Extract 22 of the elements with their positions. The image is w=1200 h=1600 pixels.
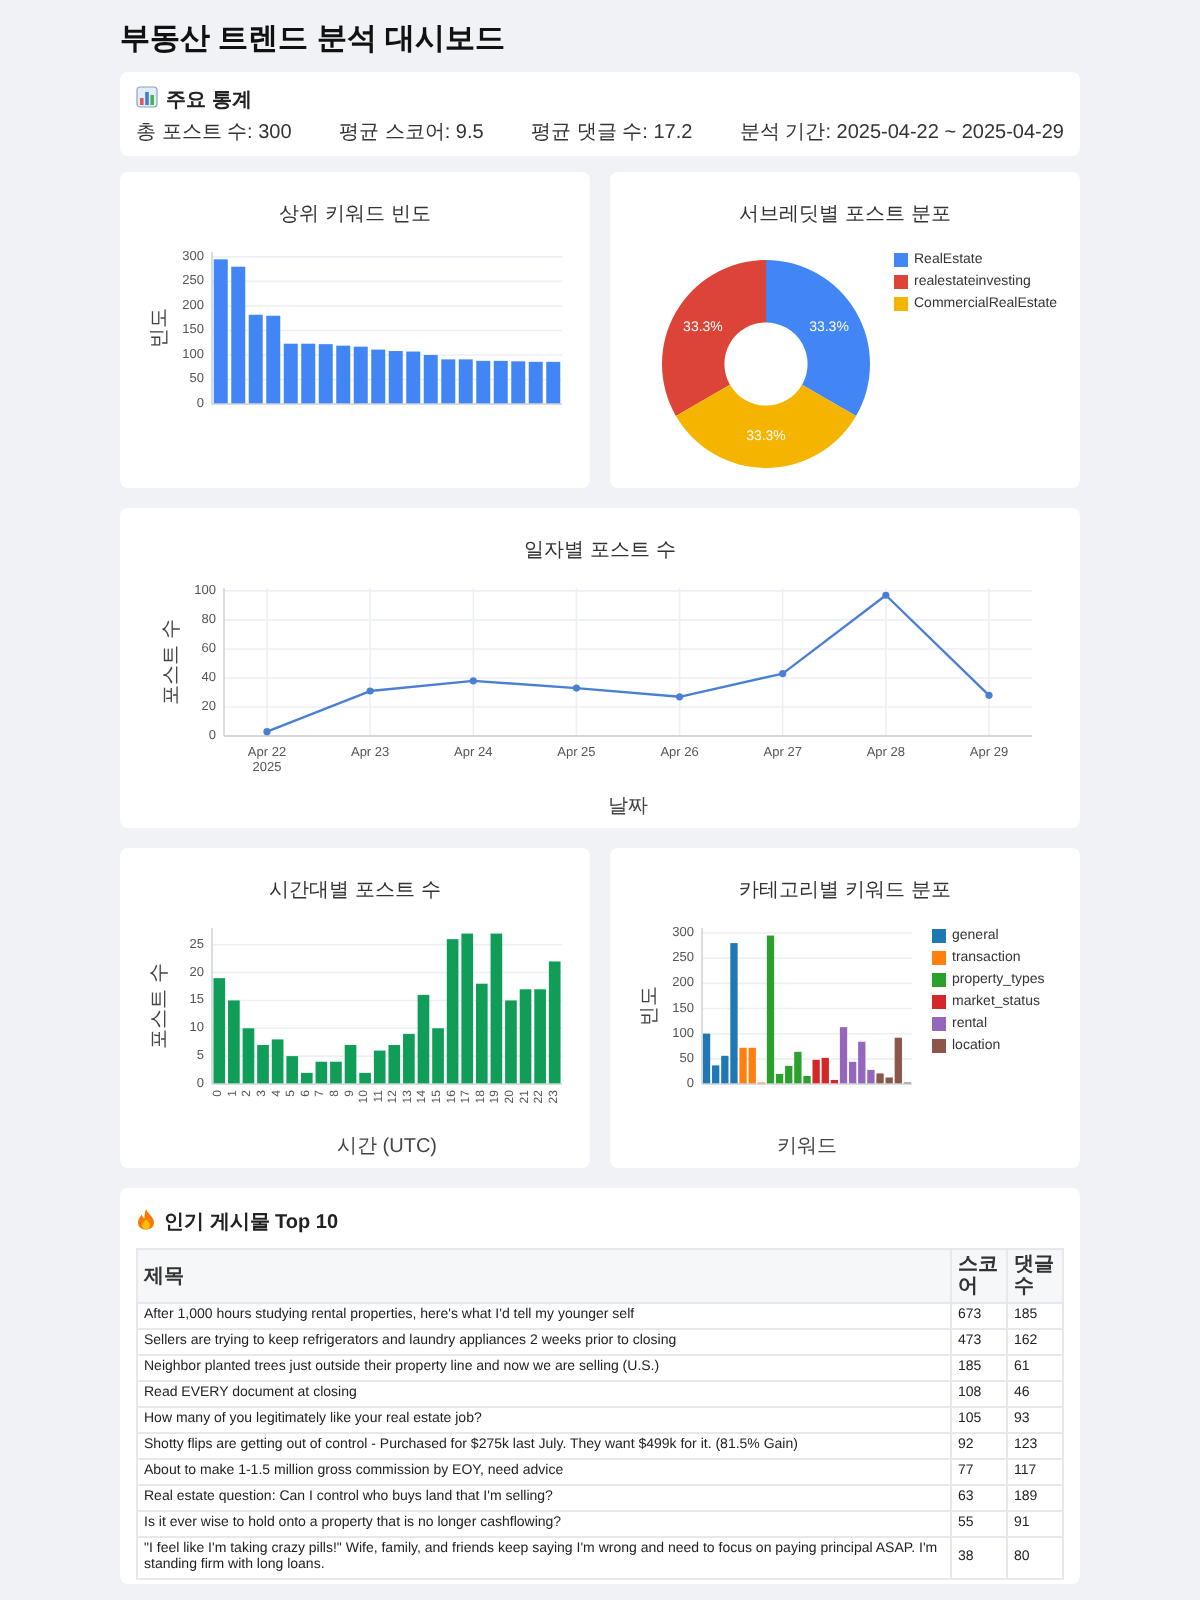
chart-title: 상위 키워드 빈도: [279, 204, 431, 226]
text: 인기 게시물 Top 10: [162, 1210, 341, 1236]
x-axis-title: 시간 (UTC): [337, 1136, 437, 1158]
chart-title: 카테고리별 키워드 분포: [739, 880, 951, 902]
text: 주요 통계: [164, 88, 254, 112]
chart-title: 서브레딧별 포스트 분포: [739, 204, 951, 226]
text: 부동산 트렌드 분석 대시보드: [120, 20, 508, 60]
text: 평균 스코어: 9.5: [339, 122, 484, 146]
y-axis-title: 포스트 수: [161, 619, 183, 705]
series-label: 스코어: [951, 1249, 1007, 1303]
x-axis-title: 날짜: [608, 796, 648, 818]
chart-title: 일자별 포스트 수: [524, 540, 676, 562]
text: 분석 기간: 2025-04-22 ~ 2025-04-29: [739, 122, 1064, 146]
chart-title: 시간대별 포스트 수: [269, 880, 441, 902]
text: 제목: [137, 1249, 951, 1303]
text: 댓글 수: [1007, 1249, 1063, 1303]
x-axis-title: 키워드: [777, 1136, 837, 1158]
y-axis-title: 포스트 수: [149, 963, 171, 1049]
text: 평균 댓글 수: 17.2: [531, 122, 693, 146]
y-axis-title: 빈도: [639, 986, 661, 1026]
text: 총 포스트 수: 300: [136, 122, 292, 146]
y-axis-title: 빈도: [149, 308, 171, 348]
